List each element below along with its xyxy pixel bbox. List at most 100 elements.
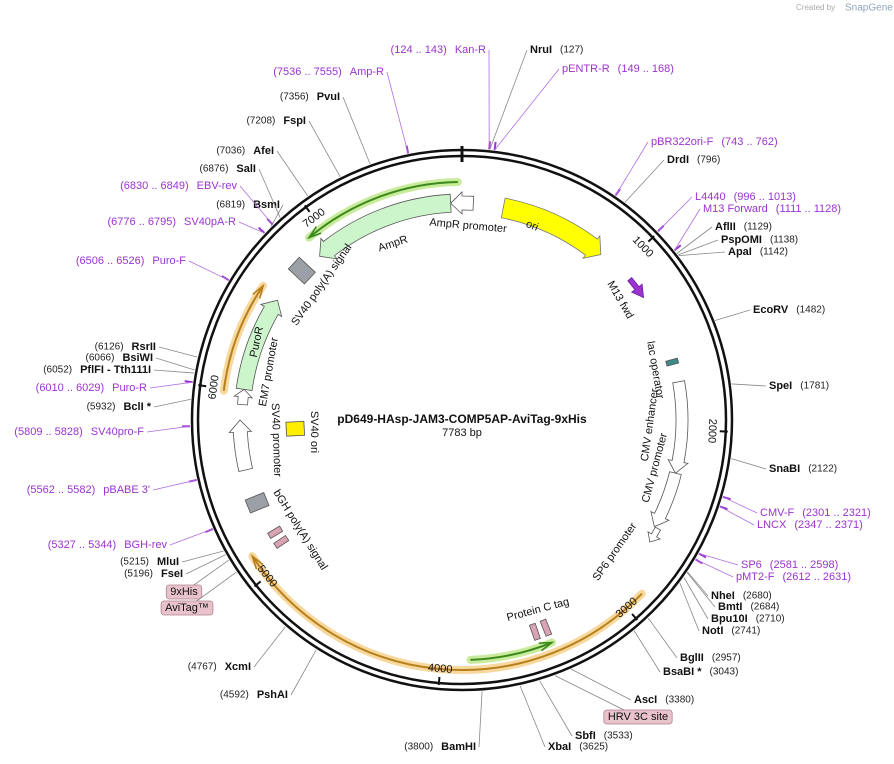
enzyme-name: BmtI xyxy=(718,601,742,613)
ori-arrow xyxy=(500,197,602,259)
enzyme-leader xyxy=(683,577,709,620)
sv40-ori-box xyxy=(285,420,306,437)
enzyme-leader xyxy=(153,398,191,408)
enzyme-name: SalI xyxy=(236,163,256,175)
enzyme-leader xyxy=(158,346,198,358)
primer-position: (6830 .. 6849) xyxy=(120,180,189,192)
primer-position: (1111 .. 1128) xyxy=(776,203,841,215)
orf-tag xyxy=(470,641,553,661)
enzyme-position: (4767) xyxy=(188,662,217,673)
tick-mark xyxy=(198,384,207,388)
enzyme-position: (1781) xyxy=(800,381,829,392)
sp6-arrow xyxy=(647,526,662,543)
enzyme-name: PspOMI xyxy=(721,234,762,246)
primer-leader xyxy=(615,141,649,196)
enzyme-position: (1142) xyxy=(760,247,788,258)
enzyme-leader xyxy=(185,554,226,575)
enzyme-leader xyxy=(153,369,195,374)
feature-label: SV40 ori xyxy=(308,411,320,453)
feature-label: ori xyxy=(524,218,540,234)
enzyme-leader xyxy=(258,168,281,218)
enzyme-name: DrdI xyxy=(667,154,689,166)
enzyme-leader xyxy=(679,582,700,632)
primer-position: (124 .. 143) xyxy=(391,44,447,56)
enzyme-position: (5196) xyxy=(124,569,153,580)
primer-leader xyxy=(657,196,693,232)
primer-name: SV40pro-F xyxy=(91,426,144,438)
tick-label: 6000 xyxy=(207,374,222,400)
enzyme-name: PflFI - Tth111I xyxy=(80,364,151,376)
enzyme-name: BsiWI xyxy=(122,352,153,364)
orf-ampr xyxy=(308,181,458,239)
primer-position: (996 .. 1013) xyxy=(734,191,796,203)
enzyme-name: EcoRV xyxy=(753,304,789,316)
primer-leader xyxy=(188,260,229,281)
enzyme-position: (3800) xyxy=(404,742,433,753)
enzyme-position: (7036) xyxy=(216,146,245,157)
brand: SnapGene xyxy=(845,3,893,14)
primer-leader xyxy=(494,68,560,151)
enzyme-leader xyxy=(290,649,317,696)
enzyme-name: BamHI xyxy=(441,741,476,753)
tag-label: HRV 3C site xyxy=(608,711,668,723)
enzyme-leader xyxy=(731,383,767,387)
enzyme-leader xyxy=(686,572,716,608)
enzyme-position: (1129) xyxy=(744,222,772,233)
enzyme-position: (7356) xyxy=(280,92,309,103)
primer-position: (5562 .. 5582) xyxy=(27,484,96,496)
primer-position: (149 .. 168) xyxy=(618,63,674,75)
protein-c-box xyxy=(539,618,553,637)
primer-mark xyxy=(493,141,497,151)
orf-main-head xyxy=(250,553,264,570)
enzyme-name: NheI xyxy=(711,590,735,602)
primer-name: SV40pA-R xyxy=(184,216,236,228)
enzyme-leader xyxy=(731,458,767,470)
tick-mark xyxy=(304,204,311,213)
tag-box xyxy=(160,600,214,616)
primer-name: Kan-R xyxy=(455,44,486,56)
enzyme-position: (5215) xyxy=(120,557,149,568)
cmv-enhancer-arrow xyxy=(667,380,689,474)
tag: 9xHis xyxy=(165,559,230,600)
enzyme-position: (796) xyxy=(697,155,720,166)
enzyme-leader xyxy=(676,226,713,254)
primer-leader xyxy=(146,425,191,433)
enzyme-name: PvuI xyxy=(317,91,340,103)
enzyme-name: AfeI xyxy=(253,145,274,157)
enzyme-name: NruI xyxy=(530,44,552,56)
tag-label: 9xHis xyxy=(170,586,198,598)
enzyme-name: XbaI xyxy=(548,741,571,753)
enzyme-leader xyxy=(155,357,195,371)
tick-label: 4000 xyxy=(427,662,452,676)
primer-position: (6506 .. 6526) xyxy=(76,255,145,267)
primer-position: (5809 .. 5828) xyxy=(14,426,83,438)
feature-label: lac operator xyxy=(644,340,666,400)
enzyme-name: ApaI xyxy=(728,246,752,258)
enzyme-leader xyxy=(308,120,341,177)
primer-leader xyxy=(152,479,197,491)
enzyme-position: (1482) xyxy=(796,305,825,316)
map-title: pD649-HAsp-JAM3-COMP5AP-AviTag-9xHis xyxy=(337,412,587,426)
tag-box xyxy=(165,584,203,600)
enzyme-position: (3380) xyxy=(665,695,694,706)
tag-box xyxy=(603,709,673,725)
primer-name: BGH-rev xyxy=(124,539,167,551)
primer-leader xyxy=(238,221,265,234)
enzyme-name: BclI * xyxy=(123,401,151,413)
primer-name: pMT2-F xyxy=(736,571,775,583)
enzyme-name: SnaBI xyxy=(769,463,800,475)
enzyme-name: AflII xyxy=(715,221,736,233)
enzyme-position: (6819) xyxy=(216,200,245,211)
primer-name: Puro-R xyxy=(112,382,147,394)
enzyme-leader xyxy=(276,150,309,197)
enzyme-position: (2680) xyxy=(743,591,772,602)
enzyme-name: RsrII xyxy=(132,341,156,353)
enzyme-leader xyxy=(478,691,483,748)
cmv-promoter-arrow xyxy=(650,471,682,528)
enzyme-name: FseI xyxy=(161,568,183,580)
sv40-polya-box xyxy=(287,256,316,285)
feature-label: SP6 promoter xyxy=(591,520,640,583)
enzyme-name: BsaBI * xyxy=(663,666,702,678)
tag: AviTag™ xyxy=(160,571,237,616)
